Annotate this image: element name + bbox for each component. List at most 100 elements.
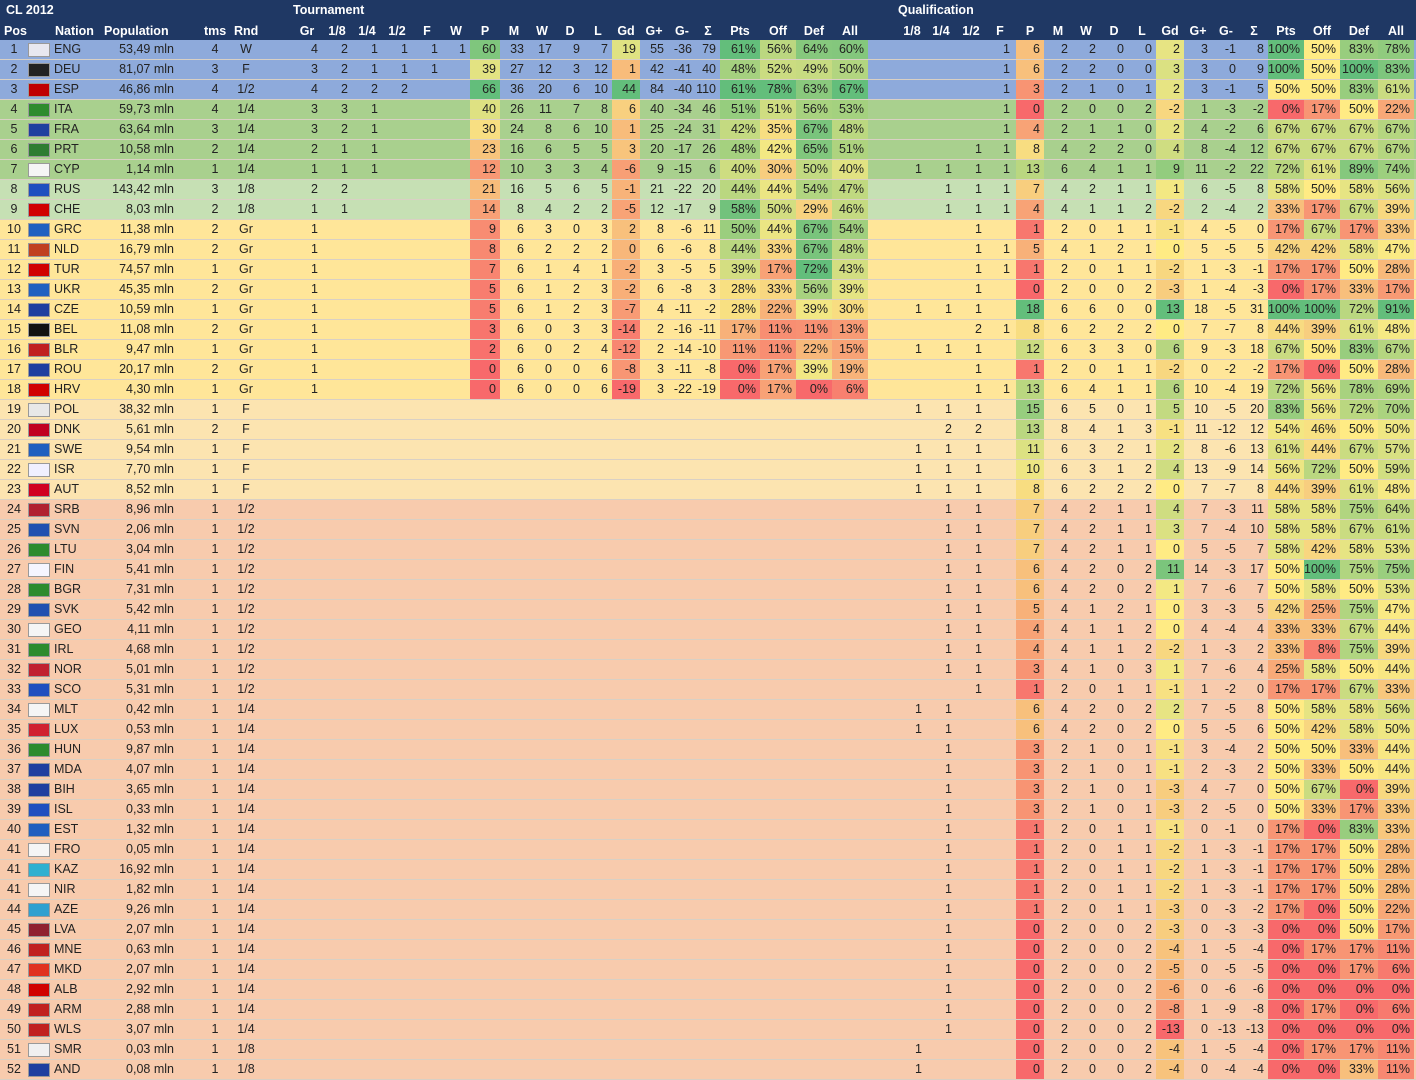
qualification-cell: 2: [1145, 722, 1152, 736]
flag-icon: [28, 883, 50, 897]
tournament-cell: 63%: [796, 80, 832, 99]
pos-cell: 35: [7, 722, 21, 736]
tournament-cell: 44%: [760, 220, 796, 239]
tms-cell: 1: [211, 1062, 219, 1076]
flag-icon: [28, 583, 50, 597]
qualification-cell: 67%: [1304, 140, 1340, 159]
tournament-cell: [442, 140, 470, 159]
tournament-cell: 1: [311, 262, 318, 276]
qualification-cell: [986, 460, 1014, 479]
qualification-cell: 2: [1145, 322, 1152, 336]
qualification-cell: 6: [1016, 700, 1044, 719]
population-cell: 5,61 mln: [126, 422, 174, 436]
tournament-cell: 0: [545, 322, 552, 336]
qualification-cell: 11: [1016, 440, 1044, 459]
qualification-cell: [956, 40, 986, 59]
qualification-cell: -5: [1224, 402, 1236, 416]
qualification-cell: 0: [1201, 822, 1208, 836]
population-cell: 11,08 mln: [120, 322, 174, 336]
tournament-cell: 5: [601, 182, 608, 196]
table-row: 13 UKR 45,35 mln 2 Gr 1 5 6 1 2 3 -2 6 -8 3 28% 33% 56% 39…: [0, 280, 1416, 300]
tournament-cell: -40: [673, 82, 692, 96]
qualification-cell: 0%: [1304, 980, 1340, 999]
qualification-cell: 1: [1003, 62, 1010, 76]
qualification-cell: [898, 800, 926, 819]
tournament-cell: 27: [510, 62, 524, 76]
qualification-cell: -3: [1156, 920, 1184, 939]
pos-cell: 10: [7, 222, 21, 236]
q-col-14: Off: [1312, 24, 1332, 38]
pos-cell: 32: [7, 662, 21, 676]
round-cell: F: [242, 62, 250, 76]
population-cell: 8,03 mln: [126, 202, 174, 216]
qualification-cell: 2: [1089, 542, 1096, 556]
tournament-cell: 84: [650, 82, 664, 96]
tms-cell: 1: [211, 782, 219, 796]
qualification-cell: 1: [1145, 222, 1152, 236]
qualification-cell: 0: [1201, 1022, 1208, 1036]
round-cell: 1/4: [237, 142, 255, 156]
qualification-cell: 67%: [1378, 120, 1414, 139]
qualification-cell: 0: [1145, 42, 1152, 56]
tournament-cell: 8: [601, 102, 608, 116]
tournament-cell: 0: [545, 382, 552, 396]
tournament-cell: [322, 260, 352, 279]
qualification-cell: -3: [1224, 862, 1236, 876]
qualification-cell: 2: [1145, 582, 1152, 596]
pos-cell: 34: [7, 702, 21, 716]
tournament-cell: 35%: [760, 120, 796, 139]
qualification-cell: 6: [1089, 302, 1096, 316]
qualification-cell: 50%: [1268, 580, 1304, 599]
qualification-cell: 53%: [1378, 540, 1414, 559]
qualification-cell: -5: [1224, 722, 1236, 736]
round-cell: 1/4: [237, 1002, 255, 1016]
tournament-cell: 2: [311, 142, 318, 156]
tournament-cell: 0: [573, 382, 580, 396]
qualification-cell: 0%: [1268, 1000, 1304, 1019]
qualification-cell: 5: [1201, 242, 1208, 256]
nation-cell: BEL: [54, 322, 78, 336]
nation-cell: NIR: [54, 882, 76, 896]
t-col-16: Off: [768, 24, 788, 38]
tournament-cell: [412, 360, 442, 379]
qualification-cell: 0: [1016, 1000, 1044, 1019]
tournament-cell: 60: [470, 40, 500, 59]
qualification-cell: 0%: [1304, 1060, 1340, 1079]
qualification-cell: 10: [1194, 382, 1208, 396]
qualification-cell: 8: [1257, 482, 1264, 496]
population-cell: 11,38 mln: [120, 222, 174, 236]
qualification-cell: 18: [1016, 300, 1044, 319]
tournament-cell: [442, 240, 470, 259]
tms-cell: 1: [211, 1042, 219, 1056]
table-row: 35 LUX 0,53 mln 1 1/4 1 1 6 4 2 0 2 0 5 -5 6 50% 42% 58% 50…: [0, 720, 1416, 740]
qualification-cell: 0: [1016, 920, 1044, 939]
qualification-cell: 50%: [1378, 720, 1414, 739]
tournament-cell: 0: [612, 240, 640, 259]
qualification-cell: [898, 120, 926, 139]
flag-icon: [28, 603, 50, 617]
flag-icon: [28, 643, 50, 657]
q-col-6: W: [1080, 24, 1092, 38]
qualification-cell: 89%: [1340, 160, 1378, 179]
tournament-cell: [352, 380, 382, 399]
qualification-cell: 1: [1089, 762, 1096, 776]
round-cell: 1/2: [237, 542, 255, 556]
qualification-cell: 2: [1117, 442, 1124, 456]
qualification-cell: -5: [1224, 942, 1236, 956]
qualification-cell: 0: [1201, 902, 1208, 916]
tournament-cell: 3: [601, 302, 608, 316]
qualification-cell: 1: [1117, 822, 1124, 836]
tms-cell: 1: [211, 722, 219, 736]
qualification-cell: 1: [975, 442, 982, 456]
qualification-cell: [898, 380, 926, 399]
qualification-cell: 67%: [1340, 440, 1378, 459]
qualification-cell: 1: [945, 542, 952, 556]
qualification-cell: 0%: [1268, 980, 1304, 999]
table-row: 9 CHE 8,03 mln 2 1/8 1 1 14 8 4 2 2 -5 12 -17 9 58% 50% 29…: [0, 200, 1416, 220]
round-cell: F: [242, 422, 250, 436]
qualification-cell: 7: [1201, 522, 1208, 536]
qualification-cell: 7: [1201, 702, 1208, 716]
qualification-cell: 4: [1016, 200, 1044, 219]
qualification-cell: [898, 920, 926, 939]
tournament-cell: 2: [612, 220, 640, 239]
